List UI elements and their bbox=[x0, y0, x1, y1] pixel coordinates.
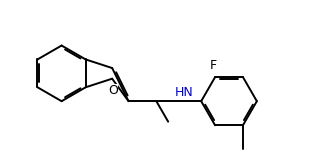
Text: F: F bbox=[210, 58, 217, 71]
Text: O: O bbox=[108, 84, 118, 97]
Text: HN: HN bbox=[175, 86, 194, 99]
